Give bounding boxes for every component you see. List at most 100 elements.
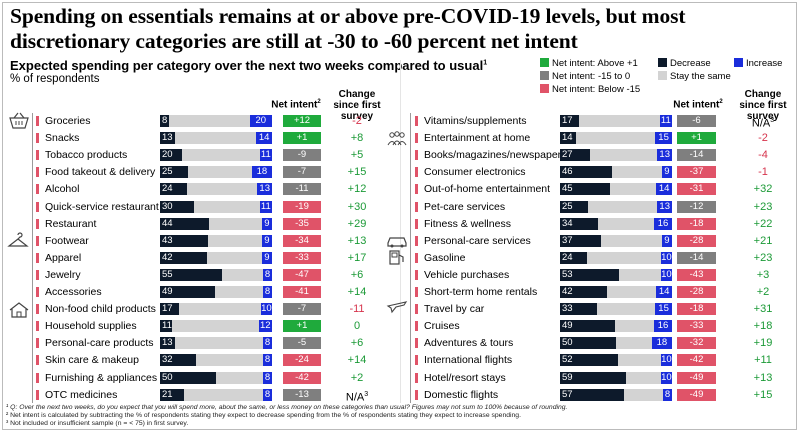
left-row-label: Food takeout & delivery [45, 166, 156, 179]
left-bar-same [160, 337, 272, 350]
right-change-value: -1 [758, 166, 768, 179]
left-change-value: N/A3 [345, 390, 369, 404]
right-row-tick [415, 184, 418, 195]
right-net-intent-value: -49 [689, 371, 704, 383]
footnote-1: ¹ Q: Over the next two weeks, do you exp… [6, 404, 568, 411]
left-bar-decrease [160, 132, 175, 145]
right-bar-increase [661, 234, 672, 247]
left-bar-decrease [160, 320, 173, 333]
right-bar-increase [660, 268, 672, 281]
right-net-intent-value: -33 [689, 320, 704, 332]
right-net-intent-block [677, 166, 716, 179]
right-change-value: +13 [753, 371, 773, 384]
left-row-tick [36, 252, 39, 263]
left-net-intent-value: -24 [295, 354, 309, 366]
left-decrease-value: 8 [162, 115, 168, 126]
left-decrease-value: 13 [162, 132, 173, 144]
right-bar-decrease [560, 268, 620, 281]
subtitle-footnote-marker: 1 [483, 59, 488, 67]
left-net-intent-value: -7 [297, 166, 307, 178]
right-increase-value: 13 [659, 149, 670, 161]
left-bar-decrease [160, 286, 215, 298]
right-decrease-value: 59 [562, 371, 573, 383]
left-bar-decrease [160, 200, 194, 213]
left-net-intent-value: +1 [296, 320, 308, 332]
left-row-label: Non-food child products [45, 303, 156, 316]
left-decrease-value: 17 [162, 303, 173, 315]
left-bar-decrease [160, 217, 210, 230]
left-net-intent-block [283, 200, 321, 213]
right-decrease-value: 33 [562, 303, 573, 315]
legend-same: Stay the same [658, 71, 731, 82]
left-change-value: -2 [352, 115, 362, 127]
left-row-tick [36, 218, 39, 229]
left-bar-decrease [160, 388, 184, 401]
right-net-intent-block [677, 388, 716, 401]
right-decrease-value: 14 [562, 132, 573, 144]
right-decrease-value: 37 [562, 234, 573, 246]
left-net-intent-value: -34 [295, 234, 309, 246]
left-change-value: +15 [347, 166, 367, 179]
left-net-intent-value: -5 [297, 337, 307, 349]
left-increase-value: 8 [264, 354, 271, 366]
right-increase-value: 10 [661, 251, 672, 263]
right-change-value: +31 [753, 303, 773, 316]
legend-net-below: Net intent: Below -15 [540, 84, 640, 95]
footnote-2: ² Net intent is calculated by subtractin… [6, 412, 521, 419]
right-net-intent-block [677, 354, 716, 367]
right-change-value: -4 [758, 149, 768, 162]
right-bar-decrease [560, 132, 576, 145]
left-change-value: 0 [353, 320, 361, 333]
right-bar-decrease [560, 320, 615, 333]
left-increase-value: 8 [264, 268, 271, 280]
right-net-intent-value: +1 [691, 132, 702, 144]
left-row-tick [36, 355, 39, 366]
right-increase-value: 16 [657, 217, 669, 229]
right-decrease-value: 45 [562, 183, 573, 195]
right-net-intent-block [677, 183, 716, 196]
legend-decrease-label: Decrease [670, 58, 711, 69]
left-change-value: +8 [350, 132, 364, 145]
left-bar-same [160, 303, 272, 316]
legend-increase-label: Increase [746, 58, 783, 69]
right-change-value: +2 [756, 286, 770, 298]
left-bar-increase [263, 268, 272, 281]
right-bar-increase [657, 149, 672, 162]
left-bar-increase [257, 183, 272, 196]
right-row-label: Books/magazines/newspapers [424, 149, 567, 162]
left-row-label: Quick-service restaurant [45, 200, 159, 213]
left-increase-value: 8 [264, 286, 271, 297]
left-row-tick [36, 167, 39, 178]
right-bar-decrease [560, 388, 624, 401]
right-increase-value: 15 [658, 132, 669, 144]
left-bar-increase [258, 320, 272, 333]
right-increase-value: 9 [664, 166, 670, 178]
right-row-label: Pet-care services [424, 200, 506, 213]
chart-subtitle-text: Expected spending per category over the … [10, 58, 484, 73]
right-row-tick [415, 355, 418, 366]
left-bar-decrease [160, 149, 183, 162]
right-net-intent-value: -28 [689, 234, 704, 246]
left-bar-same [160, 388, 272, 401]
legend-swatch-same [658, 71, 667, 80]
left-row-tick [36, 201, 39, 212]
right-bar-same [560, 115, 672, 127]
right-net-intent-header-text: Net intent [673, 99, 720, 111]
legend-swatch-decrease [658, 58, 667, 67]
right-row-tick [415, 269, 418, 280]
clothes-hanger-icon [7, 232, 29, 247]
right-bar-decrease [560, 115, 580, 127]
right-increase-value: 10 [661, 371, 672, 383]
left-increase-value: 20 [255, 115, 267, 126]
left-increase-value: 8 [264, 388, 271, 400]
left-bar-decrease [160, 303, 180, 316]
right-bar-increase [654, 320, 672, 333]
right-net-intent-block [677, 149, 716, 162]
left-bar-same [160, 166, 272, 179]
left-bar-decrease [160, 354, 196, 367]
left-row-tick [36, 235, 39, 246]
left-decrease-value: 13 [162, 337, 173, 349]
legend-swatch-net-above [540, 58, 549, 67]
right-net-intent-block [677, 303, 716, 316]
right-row-tick [415, 338, 418, 349]
